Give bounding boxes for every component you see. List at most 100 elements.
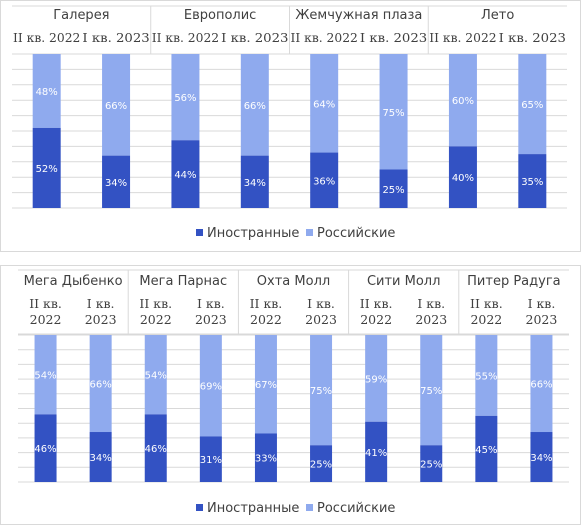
bar-russian: [310, 54, 339, 153]
period-label: II кв.: [470, 296, 503, 311]
data-label-russian: 54%: [34, 371, 56, 382]
bar-foreign: [171, 140, 200, 208]
period-label: II кв.: [29, 296, 62, 311]
bar-russian: [32, 54, 61, 128]
group-label: Европолис: [184, 8, 256, 23]
bar-foreign: [310, 152, 339, 208]
period-label: II кв. 2022: [429, 30, 496, 45]
bar-foreign: [32, 127, 61, 208]
bar-russian: [144, 335, 167, 415]
data-label-foreign: 46%: [145, 444, 167, 455]
data-label-foreign: 25%: [382, 185, 404, 196]
data-label-foreign: 25%: [310, 460, 332, 471]
data-label-russian: 59%: [365, 374, 387, 385]
data-label-russian: 66%: [105, 101, 127, 112]
bar-russian: [475, 335, 498, 416]
group-label: Сити Молл: [367, 274, 440, 289]
data-label-russian: 66%: [244, 101, 266, 112]
bar-foreign: [448, 146, 477, 208]
data-label-russian: 54%: [145, 371, 167, 382]
data-label-foreign: 34%: [90, 453, 112, 464]
group-label: Охта Молл: [257, 274, 330, 289]
data-label-russian: 75%: [310, 386, 332, 397]
data-label-russian: 75%: [382, 108, 404, 119]
bar-foreign: [475, 415, 498, 482]
period-label: 2023: [195, 312, 227, 327]
period-label: II кв.: [360, 296, 393, 311]
data-label-russian: 66%: [530, 380, 552, 391]
group-label: Мега Парнас: [139, 274, 227, 289]
group-label: Жемчужная плаза: [295, 8, 422, 23]
bar-foreign: [518, 154, 547, 208]
bar-foreign: [240, 155, 269, 208]
period-label: 2022: [470, 312, 502, 327]
period-label: 2022: [360, 312, 392, 327]
data-label-russian: 65%: [521, 100, 543, 111]
data-label-russian: 67%: [255, 380, 277, 391]
legend-label-russian: Российские: [317, 501, 395, 516]
bar-russian: [420, 335, 443, 446]
period-label: II кв. 2022: [152, 30, 219, 45]
period-label: I кв.: [528, 296, 556, 311]
bar-foreign: [379, 169, 408, 208]
data-label-russian: 60%: [452, 96, 474, 107]
period-label: I кв. 2023: [82, 30, 149, 45]
bar-foreign: [199, 436, 222, 482]
period-label: II кв.: [250, 296, 283, 311]
bar-foreign: [89, 432, 112, 482]
bar-russian: [199, 335, 222, 437]
period-label: I кв.: [307, 296, 335, 311]
bar-russian: [310, 335, 333, 446]
period-label: I кв. 2023: [221, 30, 288, 45]
bar-russian: [530, 335, 553, 433]
legend-swatch-foreign: [196, 504, 203, 511]
data-label-foreign: 34%: [105, 178, 127, 189]
bar-russian: [254, 335, 277, 434]
data-label-foreign: 34%: [530, 453, 552, 464]
data-label-foreign: 40%: [452, 173, 474, 184]
bar-foreign: [254, 433, 277, 482]
legend-label-russian: Российские: [317, 226, 395, 241]
data-label-foreign: 52%: [36, 164, 58, 175]
bar-foreign: [530, 432, 553, 482]
period-label: 2023: [526, 312, 558, 327]
data-label-foreign: 35%: [521, 177, 543, 188]
bar-foreign: [365, 421, 388, 482]
data-label-foreign: 33%: [255, 454, 277, 465]
bar-russian: [365, 335, 388, 422]
data-label-russian: 75%: [420, 386, 442, 397]
data-label-russian: 48%: [36, 87, 58, 98]
bar-foreign: [34, 414, 57, 482]
data-label-foreign: 31%: [200, 455, 222, 466]
bar-russian: [34, 335, 57, 415]
period-label: 2023: [305, 312, 337, 327]
period-label: II кв. 2022: [13, 30, 80, 45]
bar-russian: [171, 54, 200, 141]
data-label-foreign: 41%: [365, 448, 387, 459]
data-label-foreign: 34%: [244, 178, 266, 189]
group-label: Лето: [481, 8, 514, 23]
legend-swatch-russian: [306, 504, 313, 511]
period-label: I кв.: [197, 296, 225, 311]
data-label-russian: 66%: [90, 380, 112, 391]
period-label: I кв. 2023: [360, 30, 427, 45]
legend-label-foreign: Иностранные: [207, 501, 299, 516]
chart-panel-2: Мега Дыбенко II кв. 2022 I кв. 2023 Мега Парн…: [0, 265, 581, 525]
bar-foreign: [310, 445, 333, 482]
bar-russian: [518, 54, 547, 155]
group-label: Питер Радуга: [467, 274, 560, 289]
period-label: II кв.: [139, 296, 172, 311]
bar-russian: [240, 54, 269, 156]
chart-panel-1: Галерея II кв. 2022 I кв. 2023 Европолис II …: [0, 0, 581, 252]
period-label: 2022: [30, 312, 62, 327]
bar-russian: [448, 54, 477, 147]
data-label-russian: 56%: [174, 93, 196, 104]
legend-label-foreign: Иностранные: [207, 226, 299, 241]
data-label-foreign: 36%: [313, 176, 335, 187]
data-label-russian: 55%: [475, 371, 497, 382]
period-label: I кв.: [87, 296, 115, 311]
data-label-foreign: 25%: [420, 460, 442, 471]
period-label: 2023: [415, 312, 447, 327]
